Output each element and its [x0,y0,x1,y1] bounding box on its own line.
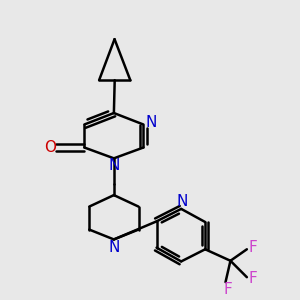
Text: F: F [249,271,258,286]
Text: N: N [177,194,188,209]
Text: O: O [44,140,56,155]
Text: N: N [108,240,120,255]
Text: N: N [145,115,157,130]
Text: F: F [249,240,258,255]
Text: F: F [224,282,232,297]
Text: N: N [108,158,120,173]
